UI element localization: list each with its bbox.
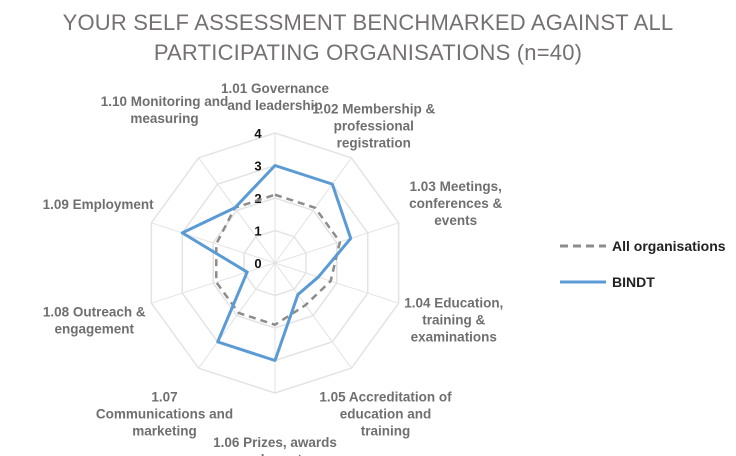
category-label-line: examinations	[411, 330, 497, 345]
category-label-line: registration	[337, 136, 411, 151]
category-label-2: 1.02 Membership & professional registratio…	[312, 102, 435, 151]
category-label-line: 1.08 Outreach &	[43, 305, 146, 320]
grid-spoke-7	[198, 262, 276, 369]
chart-title-line-2: PARTICIPATING ORGANISATIONS (n=40)	[153, 40, 583, 65]
category-label-line: marketing	[132, 424, 197, 439]
grid-spoke-3	[274, 222, 399, 264]
category-label-line: 1.09 Employment	[43, 197, 155, 212]
category-label-line: professional	[334, 119, 414, 134]
category-label-line: conferences &	[409, 196, 502, 211]
category-label-line: 1.03 Meetings,	[410, 179, 502, 194]
legend-label-bindt: BINDT	[612, 274, 655, 290]
grid-spoke-2	[274, 157, 352, 264]
category-label-line: events	[434, 213, 477, 228]
series-all-organisations-line	[215, 193, 342, 326]
category-label-line: education and	[340, 407, 432, 422]
tick-label-0: 0	[254, 256, 261, 271]
category-label-5: 1.05 Accreditation of education and traini…	[319, 390, 452, 439]
grid-spoke-10	[198, 157, 276, 264]
category-label-line: training &	[422, 313, 485, 328]
category-label-1: 1.01 Governance and leadership	[221, 81, 330, 113]
category-label-7: 1.07 Communications and marketing	[96, 390, 233, 439]
tick-label-4: 4	[254, 126, 262, 141]
category-label-9: 1.09 Employment	[43, 197, 155, 212]
category-label-line: 1.06 Prizes, awards	[213, 435, 337, 450]
grid-spoke-5	[274, 262, 352, 369]
grid-spoke-9	[151, 222, 276, 264]
category-label-line: 1.04 Education,	[404, 296, 503, 311]
category-label-line: engagement	[55, 322, 135, 337]
category-label-8: 1.08 Outreach & engagement	[43, 305, 146, 337]
tick-label-3: 3	[254, 159, 261, 174]
category-label-line: 1.05 Accreditation of	[319, 390, 452, 405]
legend-label-all-organisations: All organisations	[612, 238, 726, 254]
category-label-line: 1.10 Monitoring and	[101, 94, 229, 109]
category-label-4: 1.04 Education, training & examinations	[404, 296, 503, 345]
series-bindt-line	[180, 164, 353, 362]
category-label-line: Communications and	[96, 407, 233, 422]
category-label-3: 1.03 Meetings, conferences & events	[409, 179, 502, 228]
category-label-line: 1.07	[151, 390, 177, 405]
category-label-6: 1.06 Prizes, awards and grants	[213, 435, 337, 456]
chart-title: YOUR SELF ASSESSMENT BENCHMARKED AGAINST…	[0, 8, 736, 68]
category-label-line: training	[361, 424, 411, 439]
category-label-10: 1.10 Monitoring and measuring	[101, 94, 229, 126]
category-label-line: 1.02 Membership &	[312, 102, 435, 117]
grid-spoke-4	[274, 262, 399, 304]
tick-label-2: 2	[254, 191, 261, 206]
tick-label-1: 1	[254, 224, 261, 239]
grid-spoke-8	[151, 262, 276, 304]
category-label-line: and grants	[240, 452, 309, 456]
chart-title-line-1: YOUR SELF ASSESSMENT BENCHMARKED AGAINST…	[62, 10, 674, 35]
category-label-line: measuring	[130, 111, 198, 126]
category-label-line: and leadership	[227, 98, 322, 113]
category-label-line: 1.01 Governance	[221, 81, 330, 96]
